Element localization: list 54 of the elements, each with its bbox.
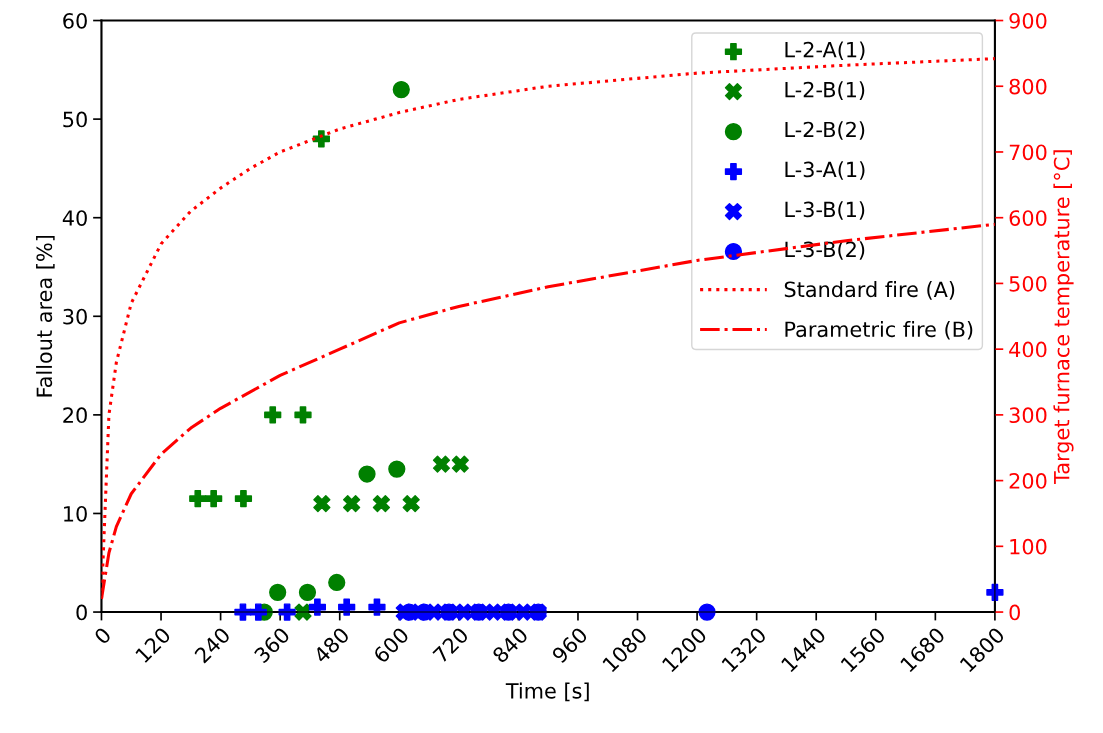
point xyxy=(432,455,451,473)
y2-axis-title: Target furnace temperature [°C] xyxy=(1053,150,1074,485)
point xyxy=(392,80,410,99)
x-tick-label: 360 xyxy=(253,626,291,664)
y-tick-label: 40 xyxy=(62,210,87,226)
legend-label: Parametric fire (B) xyxy=(785,321,973,340)
point xyxy=(358,465,376,483)
point xyxy=(338,598,356,616)
legend-label: L-2-A(1) xyxy=(785,41,865,60)
y2-tick-label: 600 xyxy=(1009,210,1047,226)
point xyxy=(308,598,327,616)
x-axis-title: Time [s] xyxy=(505,682,589,702)
x-tick-label: 960 xyxy=(551,626,589,664)
y2-tick-label: 900 xyxy=(1009,12,1047,29)
y2-tick-label: 100 xyxy=(1010,538,1047,555)
y2-tick-label: 700 xyxy=(1009,144,1047,161)
legend-label: L-2-B(2) xyxy=(785,121,865,140)
point xyxy=(402,494,420,513)
y2-tick-label: 500 xyxy=(1009,275,1047,292)
y-axis-title: Fallout area [%] xyxy=(36,235,55,397)
point xyxy=(372,494,391,513)
y-tick-label: 20 xyxy=(63,407,87,424)
legend-label: L-2-B(1) xyxy=(785,81,865,100)
y-tick-label: 0 xyxy=(76,604,87,621)
y-tick-label: 60 xyxy=(63,12,87,29)
point xyxy=(264,406,282,424)
x-tick-label: 720 xyxy=(432,626,470,664)
y2-tick-label: 300 xyxy=(1009,407,1047,424)
point xyxy=(269,583,287,601)
point xyxy=(388,460,406,478)
point xyxy=(343,494,361,513)
x-tick-label: 0 xyxy=(93,626,112,646)
legend-label: L-3-B(1) xyxy=(785,201,865,220)
x-tick-label: 600 xyxy=(372,626,410,664)
point xyxy=(205,490,223,508)
y-tick-label: 50 xyxy=(63,111,87,128)
y2-tick-label: 200 xyxy=(1009,473,1047,489)
point xyxy=(451,455,469,473)
point xyxy=(328,573,346,592)
point xyxy=(294,406,312,424)
point xyxy=(189,490,207,508)
y2-tick-label: 0 xyxy=(1009,604,1020,621)
x-tick-label: 840 xyxy=(491,626,529,664)
y2-tick-label: 400 xyxy=(1009,341,1047,358)
point xyxy=(298,583,317,601)
y-tick-label: 30 xyxy=(63,308,87,325)
x-tick-label: 120 xyxy=(134,626,172,664)
y2-tick-label: 800 xyxy=(1009,78,1047,95)
point xyxy=(234,490,253,508)
point xyxy=(313,494,331,513)
x-tick-label: 480 xyxy=(312,626,351,665)
legend-label: L-3-A(1) xyxy=(785,161,865,180)
y-tick-label: 10 xyxy=(64,505,87,522)
legend-label: Standard fire (A) xyxy=(784,281,955,300)
